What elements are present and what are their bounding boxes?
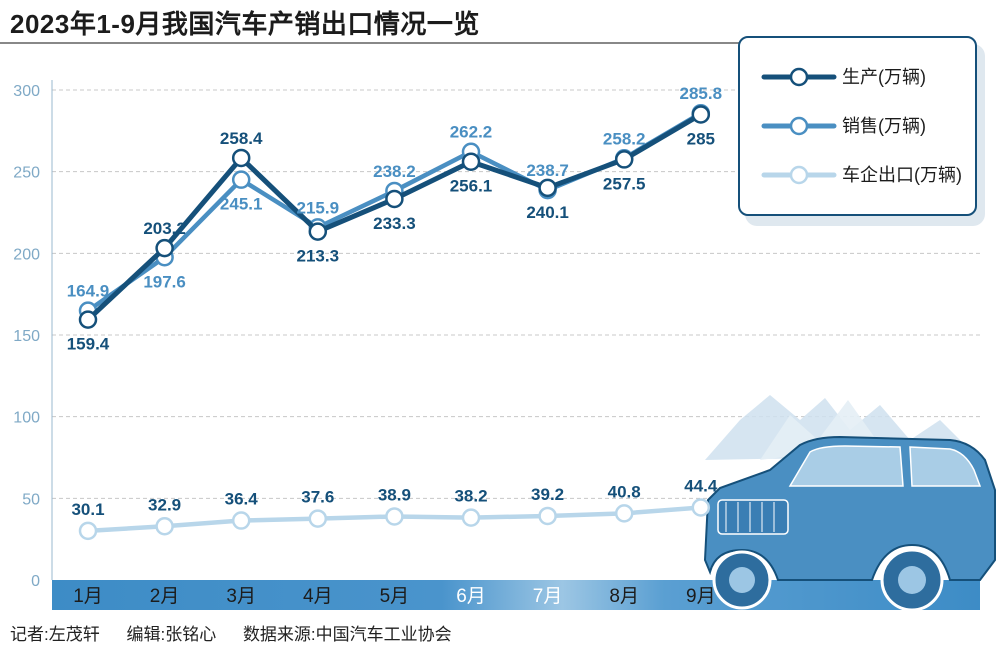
data-point-production [385, 189, 404, 209]
series-lines [78, 103, 711, 541]
data-point-production [231, 148, 251, 168]
data-label-production: 159.4 [67, 335, 110, 354]
car-grille [717, 499, 789, 535]
y-axis-ticks: 0 50 100 150 200 250 300 [13, 83, 40, 590]
y-tick-label: 100 [13, 410, 40, 427]
data-label-production: 256.1 [450, 177, 493, 196]
title-underline [0, 42, 740, 44]
x-tick-label: 3月 [226, 586, 256, 607]
data-point-export [691, 498, 711, 517]
data-label-sales: 258.2 [603, 129, 646, 148]
data-label-export: 38.9 [378, 485, 411, 504]
x-tick-label: 9月 [686, 586, 716, 607]
data-label-production: 233.3 [373, 214, 416, 233]
data-point-production [155, 238, 174, 258]
data-label-export: 36.4 [225, 490, 259, 509]
data-label-production: 203.2 [143, 219, 186, 238]
legend-item-sales: 销售(万辆) [740, 111, 975, 141]
y-tick-label: 300 [13, 83, 40, 100]
data-label-sales: 285.8 [680, 84, 723, 103]
car-windows [788, 445, 904, 487]
data-label-production: 240.1 [526, 203, 569, 222]
data-label-export: 32.9 [148, 495, 181, 514]
data-point-export [155, 517, 174, 536]
legend-label-sales: 销售(万辆) [842, 116, 926, 136]
data-point-export [461, 508, 481, 527]
data-label-sales: 197.6 [143, 272, 186, 291]
y-tick-label: 250 [13, 165, 40, 182]
legend-label-export: 车企出口(万辆) [842, 165, 962, 185]
x-tick-label: 4月 [303, 586, 333, 607]
x-axis-ticks: 1月 2月 3月 4月 5月 6月 7月 8月 9月 [73, 586, 715, 607]
data-point-production [614, 150, 634, 169]
y-tick-label: 200 [13, 246, 40, 263]
data-point-production [461, 152, 481, 171]
data-point-export [78, 521, 98, 541]
credits-line: 记者:左茂轩 编辑:张铭心 数据来源:中国汽车工业协会 [10, 620, 474, 645]
x-tick-label: 8月 [609, 586, 639, 607]
car-windows [909, 446, 982, 487]
y-tick-label: 150 [13, 328, 40, 345]
x-tick-label: 6月 [456, 586, 486, 607]
data-point-export [308, 509, 328, 528]
y-tick-label: 50 [22, 491, 40, 508]
data-label-export: 44.4 [684, 476, 718, 495]
data-label-sales: 238.7 [526, 161, 569, 180]
reporter-credit: 记者:左茂轩 [10, 625, 100, 644]
data-point-export [385, 507, 404, 526]
source-credit: 数据来源:中国汽车工业协会 [242, 625, 452, 644]
legend-swatch-sales [761, 116, 837, 136]
data-label-production: 258.4 [220, 129, 263, 148]
data-label-sales: 215.9 [297, 198, 340, 217]
x-tick-label: 7月 [533, 586, 563, 607]
data-label-sales: 238.2 [373, 162, 416, 181]
legend: 生产(万辆) 销售(万辆) 车企出口(万辆) [738, 36, 977, 216]
legend-label-production: 生产(万辆) [842, 67, 926, 87]
data-point-production [78, 310, 98, 329]
y-tick-label: 0 [31, 573, 40, 590]
data-point-export [614, 504, 634, 523]
data-label-export: 30.1 [71, 500, 104, 519]
data-label-export: 39.2 [531, 485, 564, 504]
data-point-production [691, 105, 711, 124]
data-label-sales: 262.2 [450, 123, 493, 142]
data-point-production [538, 178, 557, 198]
data-label-production: 213.3 [297, 247, 340, 266]
x-tick-label: 1月 [73, 586, 103, 607]
data-label-production: 257.5 [603, 174, 646, 193]
x-axis-band [52, 580, 980, 610]
data-label-production: 285 [687, 130, 715, 149]
legend-item-production: 生产(万辆) [740, 62, 975, 92]
data-label-export: 37.6 [301, 488, 334, 507]
legend-item-export: 车企出口(万辆) [740, 160, 975, 190]
x-tick-label: 5月 [380, 586, 410, 607]
data-labels: 159.4 203.2 258.4 213.3 233.3 256.1 240.1 257.5… [67, 84, 722, 519]
data-point-export [231, 511, 251, 530]
data-label-export: 40.8 [608, 482, 641, 501]
data-point-export [538, 506, 557, 526]
data-label-sales: 245.1 [220, 195, 263, 214]
chart-title: 2023年1-9月我国汽车产销出口情况一览 [10, 9, 480, 39]
editor-credit: 编辑:张铭心 [126, 625, 217, 644]
legend-swatch-production [761, 67, 837, 87]
suv-illustration [703, 395, 996, 612]
x-tick-label: 2月 [150, 586, 180, 607]
data-label-sales: 164.9 [67, 282, 110, 301]
data-point-production [308, 222, 328, 241]
data-point-sales [231, 170, 251, 189]
data-label-export: 38.2 [454, 487, 487, 506]
legend-swatch-export [761, 165, 837, 185]
